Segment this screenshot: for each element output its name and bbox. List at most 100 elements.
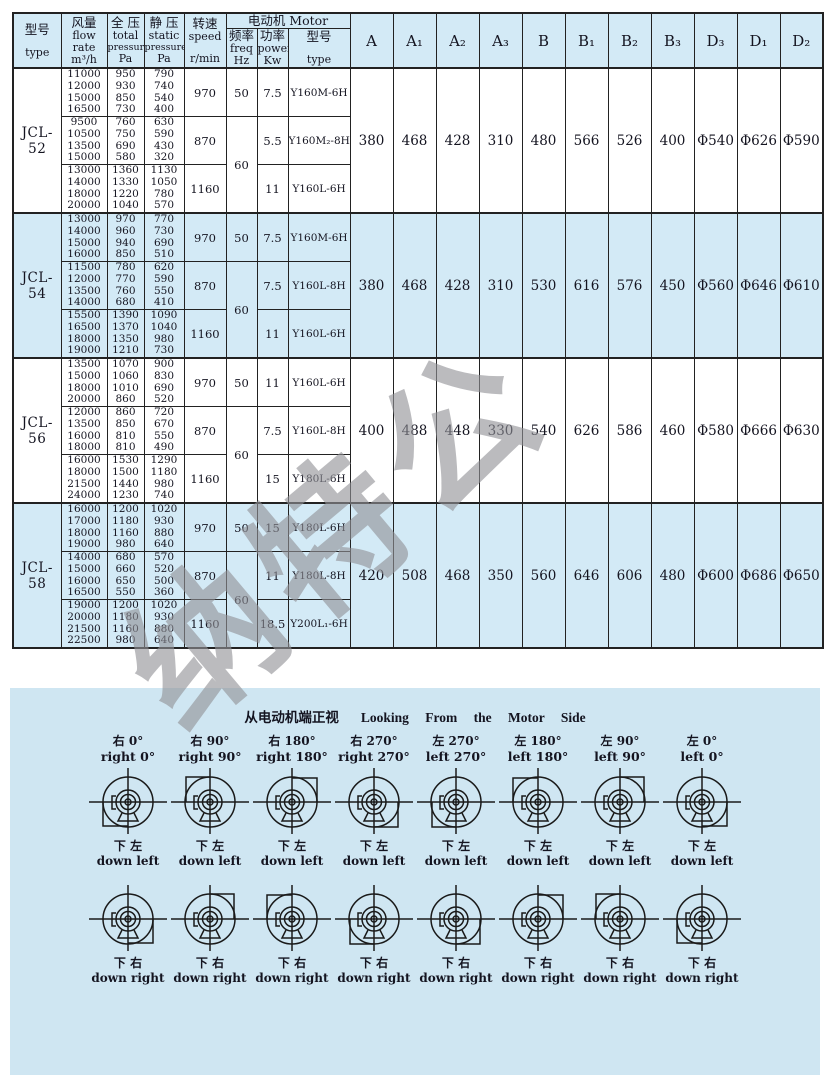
motor-type-cell: Y160L-6H [287,164,351,214]
power-cell: 11 [256,551,289,600]
static-pressure-cell: 1290 1180 980 740 [143,454,185,504]
orientation-item-down-right-6: 下 右 down right [580,881,661,986]
dim-cell-8: Φ540 [693,67,738,214]
motor-type-cell: Y160L-6H [287,309,351,359]
col-header-speed: 转速 speed r/min [183,12,227,69]
speed-cell: 870 [183,261,227,310]
fan-orientation-diagram [89,768,167,834]
dim-cell-5: 616 [564,212,609,359]
freq-cell: 50 [225,502,258,552]
col-header-flow: 风量 flow rate m³/h [60,12,108,69]
flow-rate-cell: 16000 17000 18000 19000 [60,502,108,552]
total-pressure-cell: 1070 1060 1010 860 [106,357,145,407]
fan-orientation-diagram [253,768,331,834]
motor-type-cell: Y160M₂-8H [287,116,351,165]
dim-cell-1: 468 [392,212,437,359]
freq-cell: 60 [225,406,258,504]
angle-label: 右 270° right 270° [338,734,410,764]
dim-cell-0: 420 [349,502,394,649]
fan-model-cell: JCL-52 [12,67,62,214]
dim-cell-10: Φ630 [779,357,824,504]
motor-type-cell: Y180L-6H [287,502,351,552]
freq-cell: 50 [225,212,258,262]
fan-orientation-diagram [335,885,413,951]
orientation-item-down-right-5: 下 右 down right [498,881,579,986]
static-pressure-cell: 570 520 500 360 [143,551,185,600]
fan-orientation-diagram [171,768,249,834]
table-row: JCL-52 11000 12000 15000 16500 950 930 850 730 79… [12,67,824,214]
dim-cell-8: Φ600 [693,502,738,649]
total-pressure-cell: 1530 1500 1440 1230 [106,454,145,504]
dim-cell-7: 460 [650,357,695,504]
down-left-label: 下 左 down left [588,839,652,868]
angle-label: 左 90° left 90° [594,734,646,764]
dim-cell-5: 566 [564,67,609,214]
motor-type-cell: Y160L-6H [287,357,351,407]
fan-orientation-diagram [499,768,577,834]
spec-table: 型号 type 风量 flow rate m³/h 全 压 total pres… [12,12,824,649]
orientation-row-bottom: 下 右 down right 下 右 down right 下 右 down righ… [10,881,820,986]
fan-orientation-diagram [663,885,741,951]
power-cell: 18.5 [256,599,289,649]
fan-orientation-diagram [417,768,495,834]
table-row: 14000 15000 16000 16500 680 660 650 550 570 520 50… [13,551,823,649]
motor-type-cell: Y160M-6H [287,67,351,117]
flow-rate-cell: 13000 14000 15000 16000 [60,212,108,262]
spec-table-header: 型号 type 风量 flow rate m³/h 全 压 total pres… [12,12,824,69]
col-header-dim-D1: D₁ [736,12,781,69]
dim-cell-3: 310 [478,212,523,359]
orientation-item-down-right-1: 下 右 down right [170,881,251,986]
dim-cell-3: 310 [478,67,523,214]
col-header-total-pressure: 全 压 total pressure Pa [106,12,145,69]
power-cell: 11 [256,164,289,214]
motor-type-cell: Y200L₁-6H [287,599,351,649]
orientation-item-right-0-: 右 0° right 0° 下 左 down left [88,734,169,869]
dim-cell-0: 400 [349,357,394,504]
motor-type-cell: Y160M-6H [287,212,351,262]
total-pressure-cell: 760 750 690 580 [106,116,145,165]
orientation-item-down-right-2: 下 右 down right [252,881,333,986]
static-pressure-cell: 900 830 690 520 [143,357,185,407]
col-header-static-pressure: 静 压 static pressure Pa [143,12,185,69]
dim-cell-7: 480 [650,502,695,649]
table-row: 9500 10500 13500 15000 760 750 690 580 630 590 430… [13,116,823,214]
orientation-item-left-270-: 左 270° left 270° 下 左 down left [416,734,497,869]
table-row: 15500 16500 18000 19000 1390 1370 1350 1210 1090… [13,309,823,359]
col-header-dim-A1: A₁ [392,12,437,69]
speed-cell: 970 [183,502,227,552]
down-left-label: 下 左 down left [96,839,160,868]
down-left-label: 下 左 down left [342,839,406,868]
total-pressure-cell: 1200 1180 1160 980 [106,502,145,552]
down-right-label: 下 右 down right [665,956,739,985]
panel-title-cn: 从电动机端正视 [244,710,339,726]
table-row: JCL-54 13000 14000 15000 16000 970 960 940 850 77… [12,212,824,359]
col-header-dim-B: B [521,12,566,69]
dim-cell-7: 400 [650,67,695,214]
dim-cell-5: 646 [564,502,609,649]
dim-cell-3: 350 [478,502,523,649]
dim-cell-6: 586 [607,357,652,504]
dim-cell-9: Φ666 [736,357,781,504]
dim-cell-4: 560 [521,502,566,649]
dim-cell-5: 626 [564,357,609,504]
freq-cell: 60 [225,116,258,214]
static-pressure-cell: 770 730 690 510 [143,212,185,262]
down-left-label: 下 左 down left [178,839,242,868]
col-header-motor-group: 电动机 Motor [225,12,351,29]
table-row: 12000 13500 16000 18000 860 850 810 810 720 670 55… [13,406,823,504]
speed-cell: 1160 [183,454,227,504]
down-right-label: 下 右 down right [419,956,493,985]
orientation-item-down-right-4: 下 右 down right [416,881,497,986]
col-header-dim-A3: A₃ [478,12,523,69]
fan-orientation-diagram [499,885,577,951]
dim-cell-1: 468 [392,67,437,214]
dim-cell-3: 330 [478,357,523,504]
down-right-label: 下 右 down right [255,956,329,985]
speed-cell: 970 [183,67,227,117]
panel-title: 从电动机端正视 Looking From the Motor Side [10,706,820,726]
angle-label: 右 0° right 0° [100,734,156,764]
dim-cell-1: 488 [392,357,437,504]
speed-cell: 970 [183,357,227,407]
col-header-power: 功率 power Kw [256,28,289,69]
angle-label: 左 0° left 0° [680,734,724,764]
